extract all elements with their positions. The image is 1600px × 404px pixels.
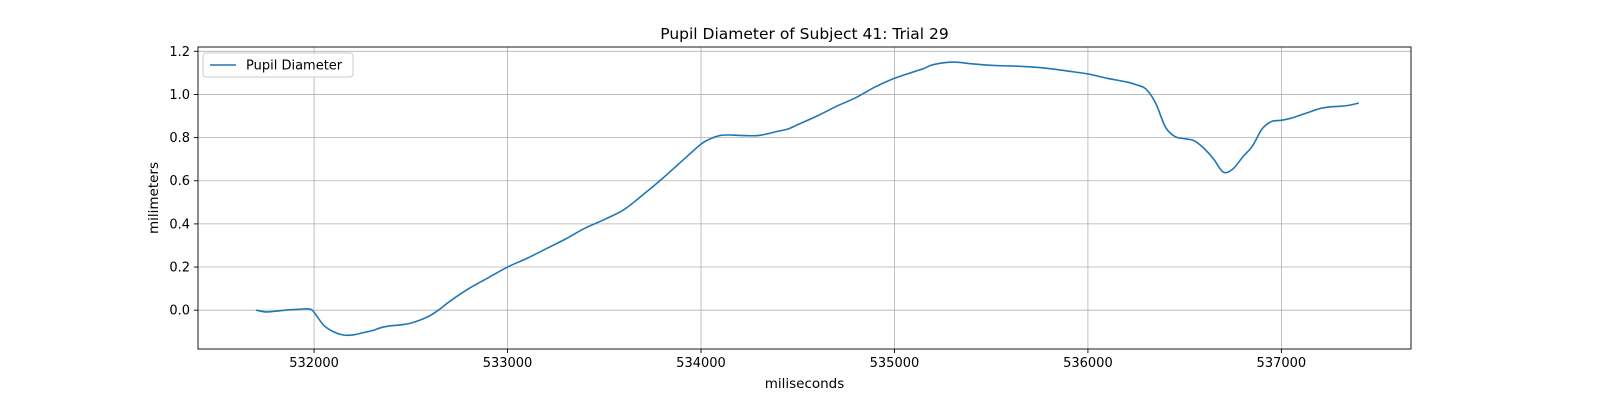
x-tick-label: 533000 — [483, 356, 533, 371]
x-tick-label: 535000 — [870, 356, 920, 371]
x-axis-label: miliseconds — [765, 376, 845, 392]
y-tick-label: 0.0 — [169, 304, 190, 319]
x-tick-label: 536000 — [1063, 356, 1113, 371]
y-tick-label: 1.2 — [169, 45, 190, 60]
y-tick-label: 0.2 — [169, 261, 190, 276]
x-tick-label: 537000 — [1257, 356, 1307, 371]
legend: Pupil Diameter — [202, 52, 354, 78]
legend-box — [202, 52, 354, 78]
y-tick-label: 0.6 — [169, 174, 190, 189]
x-tick-label: 532000 — [289, 356, 339, 371]
plot-frame — [197, 46, 1412, 350]
series-line-pupil-diameter — [255, 61, 1359, 337]
y-tick-label: 0.4 — [169, 217, 190, 232]
plot-background — [198, 47, 1411, 349]
y-axis-label: milimeters — [146, 162, 162, 234]
axis-ticks: 532000 533000 534000 535000 536000 537000 0.0 0… — [169, 45, 1306, 371]
grid-lines — [198, 47, 1411, 349]
y-tick-label: 0.8 — [169, 131, 190, 146]
x-tick-label: 534000 — [676, 356, 726, 371]
chart-title: Pupil Diameter of Subject 41: Trial 29 — [660, 25, 949, 43]
y-tick-label: 1.0 — [169, 88, 190, 103]
legend-entry-label: Pupil Diameter — [246, 59, 343, 74]
